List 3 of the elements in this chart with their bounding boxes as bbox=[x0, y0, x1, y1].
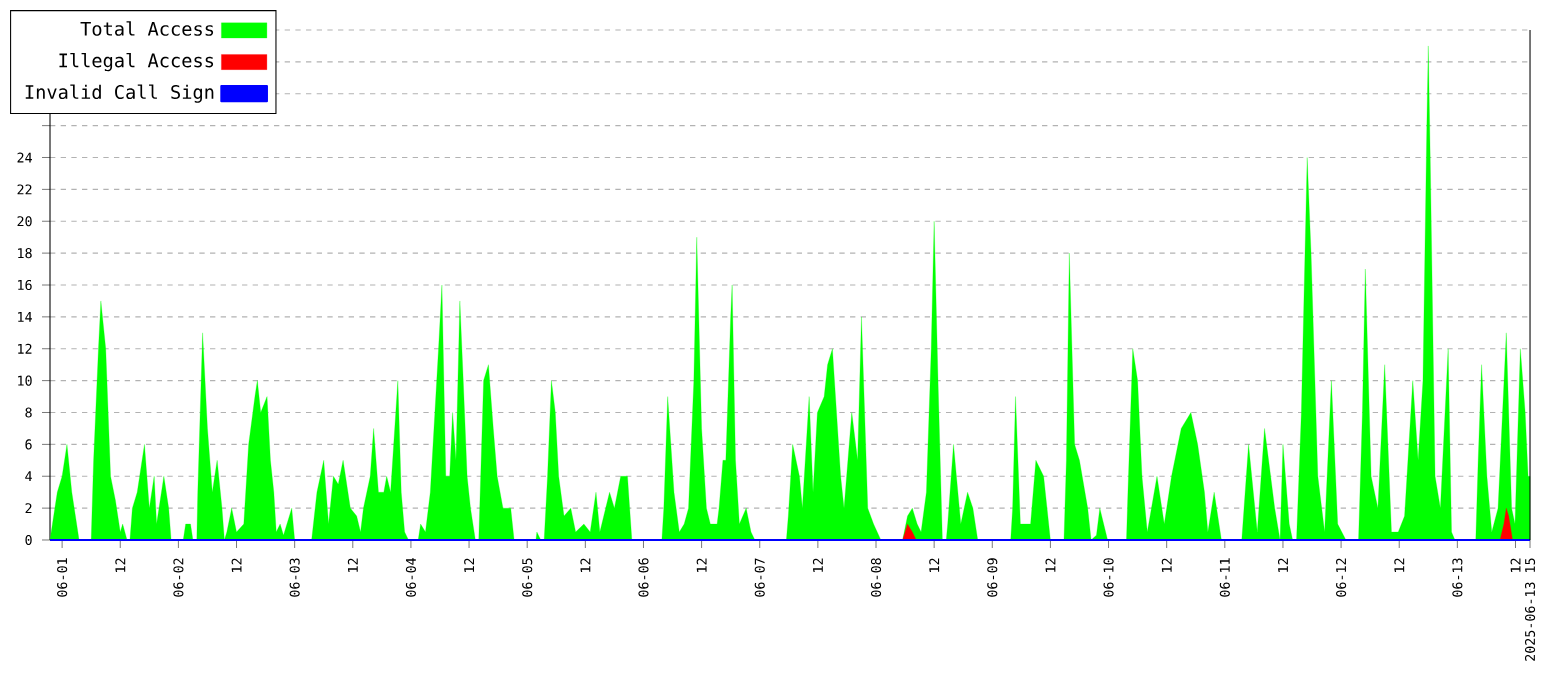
legend-label: Illegal Access bbox=[59, 52, 214, 72]
legend-label: Total Access bbox=[80, 21, 214, 36]
legend-label: Invalid Call Sign bbox=[25, 84, 214, 103]
